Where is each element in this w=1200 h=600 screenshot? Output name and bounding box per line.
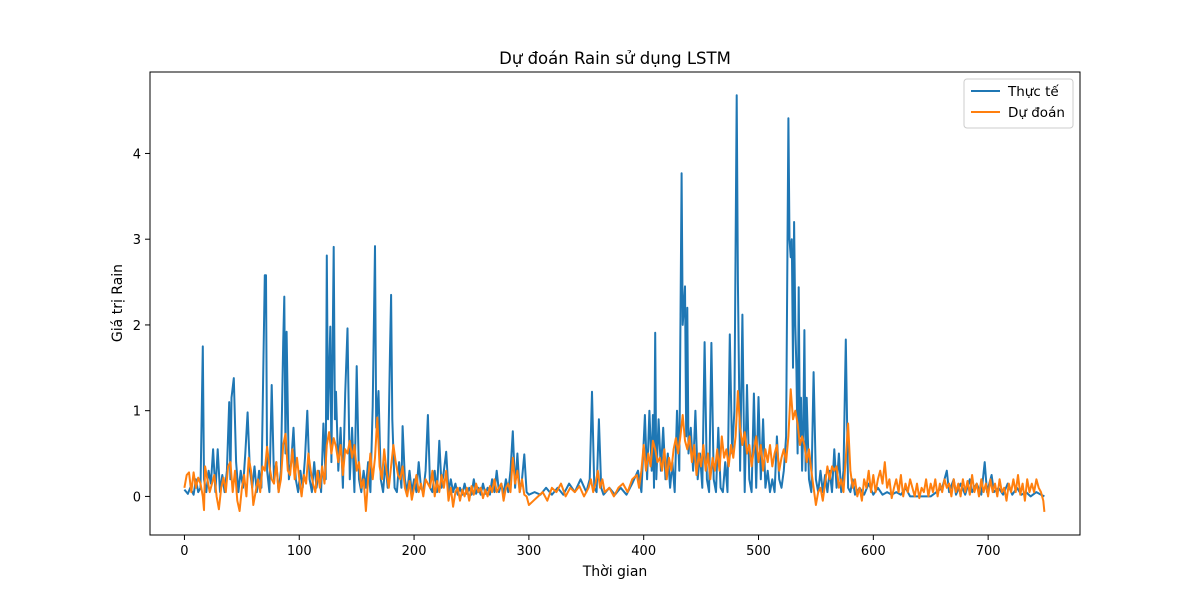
x-tick-label: 400 [631, 544, 656, 559]
x-axis-ticks: 0 100 200 300 400 500 600 700 [180, 535, 1001, 559]
x-tick-label: 0 [180, 544, 188, 559]
series-line-actual [183, 94, 1045, 498]
x-tick-label: 700 [976, 544, 1001, 559]
chart-title: Dự đoán Rain sử dụng LSTM [499, 49, 731, 68]
y-axis-ticks: 0 1 2 3 4 [133, 147, 150, 505]
legend-label-predicted: Dự đoán [1008, 105, 1065, 121]
y-tick-label: 2 [133, 319, 141, 334]
series-line-predicted [183, 388, 1046, 512]
x-tick-label: 600 [861, 544, 886, 559]
y-tick-label: 0 [133, 490, 141, 505]
legend-label-actual: Thực tế [1007, 83, 1059, 100]
x-axis-title: Thời gian [582, 564, 648, 580]
legend: Thực tế Dự đoán [963, 78, 1074, 129]
plot-frame [149, 71, 1081, 536]
x-tick-label: 500 [746, 544, 771, 559]
x-tick-label: 200 [402, 544, 427, 559]
x-tick-label: 300 [516, 544, 541, 559]
series-layer [183, 94, 1046, 512]
x-tick-label: 100 [287, 544, 312, 559]
y-axis-title: Giá trị Rain [110, 264, 126, 342]
y-tick-label: 4 [133, 147, 141, 162]
y-tick-label: 1 [133, 405, 141, 420]
y-tick-label: 3 [133, 233, 141, 248]
